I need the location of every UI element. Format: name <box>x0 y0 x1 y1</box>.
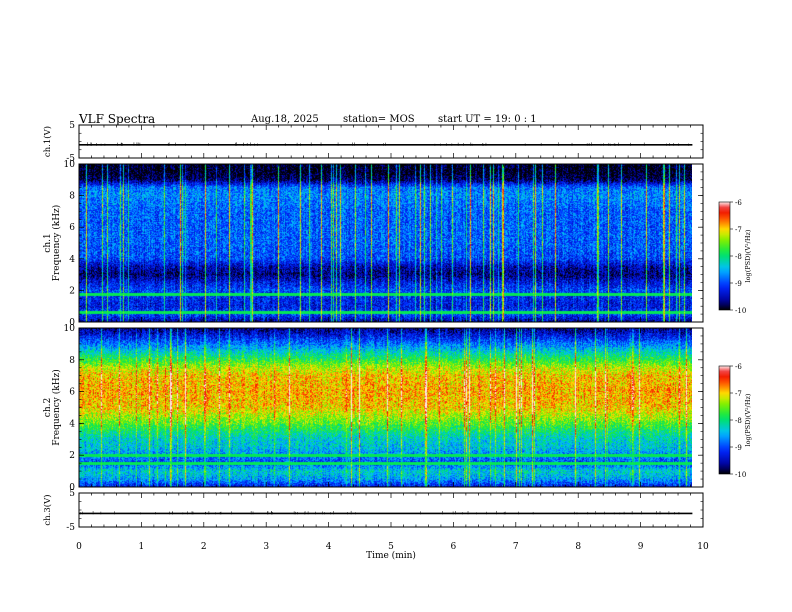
colorbar-tick-label: -9 <box>735 444 742 452</box>
colorbar-label: log(PSD)(V²/Hz) <box>744 393 752 446</box>
ch1-colorbar <box>718 201 731 311</box>
xtick-label: 6 <box>451 542 457 552</box>
ch2-spectrogram-ytick-label: 8 <box>69 356 75 366</box>
colorbar-tick-label: -7 <box>735 226 742 234</box>
colorbar-tick-label: -9 <box>735 280 742 288</box>
ch2-spectrogram-ytick-label: 6 <box>69 388 75 398</box>
ch3-voltage-ytick-label: 5 <box>69 489 75 499</box>
ch1-voltage-ytick-label: 5 <box>69 121 75 131</box>
colorbar-tick-label: -7 <box>735 390 742 398</box>
colorbar-tick-label: -10 <box>735 471 746 479</box>
ch1-spectrogram-ytick-label: 2 <box>69 286 75 296</box>
xtick-label: 8 <box>575 542 581 552</box>
chart-title: VLF Spectra <box>79 112 156 126</box>
xtick-label: 2 <box>201 542 207 552</box>
xtick-label: 10 <box>697 542 709 552</box>
ch1-spectrogram-ylabel: Frequency (kHz) <box>51 205 62 282</box>
xtick-label: 4 <box>326 542 332 552</box>
ch3-voltage-ytick-label: -5 <box>66 523 75 533</box>
colorbar-tick-label: -6 <box>735 363 742 371</box>
ch1-spectrogram-ytick-label: 4 <box>69 255 75 265</box>
colorbar-tick-label: -6 <box>735 199 742 207</box>
ch2-spectrogram-ytick-label: 2 <box>69 451 75 461</box>
ch2-spectrogram-ytick-label: 10 <box>64 324 76 334</box>
date-label: Aug.18, 2025 <box>251 114 319 125</box>
xtick-label: 3 <box>263 542 269 552</box>
ch1-voltage-ylabel: ch.1(V) <box>42 126 53 157</box>
ch1-spectrogram-ytick-label: 0 <box>69 318 75 328</box>
ch1-spectrogram-ytick-label: 10 <box>64 160 76 170</box>
ch2-colorbar <box>718 365 731 475</box>
start-time-label: start UT = 19: 0 : 1 <box>438 114 537 125</box>
ch2-spectrogram-ytick-label: 4 <box>69 419 75 429</box>
colorbar-tick-label: -10 <box>735 307 746 315</box>
colorbar-label: log(PSD)(V²/Hz) <box>744 229 752 282</box>
ch3-voltage-ylabel: ch.3(V) <box>42 494 53 525</box>
s2-spectrogram-image <box>79 328 692 487</box>
xaxis-label: Time (min) <box>366 550 416 561</box>
s1-spectrogram-image <box>79 164 692 322</box>
xtick-label: 7 <box>513 542 519 552</box>
xtick-label: 5 <box>388 542 394 552</box>
ch1-voltage-ytick-label: -5 <box>66 154 75 164</box>
ch1-spectrogram-channel-label: ch.1 <box>43 233 53 252</box>
ch2-spectrogram-ylabel: Frequency (kHz) <box>51 369 62 446</box>
station-label: station= MOS <box>343 114 415 125</box>
ch2-spectrogram-ytick-label: 0 <box>69 483 75 493</box>
xtick-label: 1 <box>139 542 145 552</box>
colorbar-tick-label: -8 <box>735 417 742 425</box>
xtick-label: 0 <box>76 542 82 552</box>
xtick-label: 9 <box>638 542 644 552</box>
ch1-spectrogram-ytick-label: 6 <box>69 223 75 233</box>
colorbar-tick-label: -8 <box>735 253 742 261</box>
ch2-spectrogram-channel-label: ch.2 <box>43 398 53 417</box>
ch3-voltage-frame <box>78 492 704 528</box>
ch1-spectrogram-ytick-label: 8 <box>69 192 75 202</box>
